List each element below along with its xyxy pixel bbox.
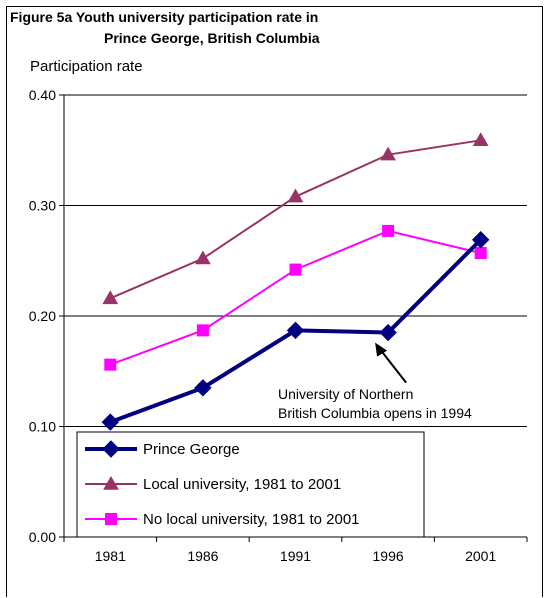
data-point-square [382, 224, 395, 237]
x-tick-label: 1996 [373, 548, 404, 564]
x-tick-label: 1991 [280, 548, 311, 564]
y-tick-label: 0.30 [29, 198, 56, 214]
legend-label: Prince George [143, 441, 240, 458]
y-axis-label: Participation rate [30, 58, 143, 75]
data-point-square [289, 263, 302, 276]
y-tick-label: 0.00 [29, 529, 56, 545]
legend-marker-square [105, 513, 117, 525]
y-tick-label: 0.10 [29, 419, 56, 435]
y-tick-label: 0.20 [29, 308, 56, 324]
data-point-triangle [472, 132, 489, 147]
data-point-square [104, 358, 117, 371]
data-point-triangle [380, 146, 396, 161]
legend-label: Local university, 1981 to 2001 [143, 476, 341, 493]
annotation-text-line-2: British Columbia opens in 1994 [278, 405, 472, 421]
x-tick-label: 2001 [465, 548, 496, 564]
legend-marker-triangle [103, 475, 119, 490]
data-point-square [196, 324, 209, 337]
x-tick-label: 1986 [187, 548, 218, 564]
legend-label: No local university, 1981 to 2001 [143, 511, 360, 528]
chart-title-line-1: Figure 5a Youth university participation… [10, 9, 319, 25]
data-point-square [474, 247, 487, 260]
x-tick-label: 1981 [95, 548, 126, 564]
data-point-triangle [102, 290, 119, 305]
annotation-arrowhead [375, 342, 388, 357]
data-point-triangle [287, 188, 304, 203]
y-tick-label: 0.40 [29, 87, 56, 103]
data-point-diamond [471, 231, 490, 249]
legend-marker-diamond [102, 440, 120, 458]
data-point-diamond [379, 323, 397, 342]
annotation-text-line-1: University of Northern [278, 386, 413, 402]
data-point-diamond [194, 379, 212, 397]
data-point-diamond [286, 321, 305, 340]
chart-frame [6, 6, 543, 597]
data-point-diamond [101, 413, 120, 431]
chart-title-line-2: Prince George, British Columbia [104, 30, 320, 46]
data-point-triangle [195, 250, 211, 265]
